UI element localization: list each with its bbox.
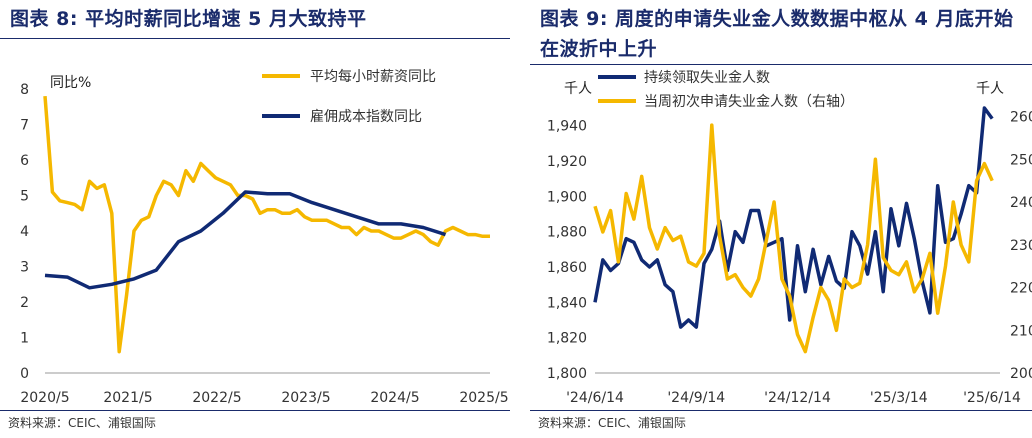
y-axis-label: 同比%	[50, 75, 91, 91]
y-tick-label: 8	[20, 82, 29, 98]
series-line-continuing-claims	[593, 106, 994, 329]
y-tick-label: 3	[20, 260, 29, 276]
y-tick-label: 4	[20, 224, 29, 240]
x-tick-label: 2023/5	[281, 390, 330, 406]
y-tick-label: 6	[20, 153, 29, 169]
panel-left: 图表 8: 平均时薪同比增速 5 月大致持平 0 1 2 3 4 5 6 7 8 2020/5 20…	[0, 0, 510, 438]
y-tick-label-right: 200	[1010, 366, 1032, 382]
x-tick-label: 2020/5	[20, 390, 69, 406]
figure-title-left: 图表 8: 平均时薪同比增速 5 月大致持平	[10, 4, 367, 34]
y-axis-label-right: 千人	[976, 81, 1004, 97]
series-line-hourly-wage	[43, 95, 490, 354]
y-tick-label-left: 1,860	[547, 260, 587, 276]
jobless-claims-chart: 1,800 1,820 1,840 1,860 1,880 1,900 1,920 1,940…	[547, 69, 1032, 406]
legend-label: 持续领取失业金人数	[644, 69, 770, 86]
y-tick-label: 7	[20, 118, 29, 134]
x-tick-label: 2021/5	[103, 390, 152, 406]
x-tick-label: '25/6/14	[963, 390, 1021, 406]
y-tick-label-left: 1,920	[547, 154, 587, 170]
x-tick-label: '24/9/14	[667, 390, 725, 406]
legend-label: 平均每小时薪资同比	[310, 69, 436, 85]
series-line-initial-claims	[593, 123, 994, 354]
y-tick-label: 2	[20, 295, 29, 311]
x-tick-label: '25/3/14	[870, 390, 928, 406]
source-left: 资料来源：CEIC、浦银国际	[8, 416, 156, 430]
y-tick-label-left: 1,840	[547, 295, 587, 311]
y-tick-label-right: 210	[1010, 323, 1032, 339]
source-rule-left	[0, 410, 510, 411]
y-tick-label-left: 1,800	[547, 366, 587, 382]
legend-label: 雇佣成本指数同比	[310, 108, 422, 125]
x-tick-label: '24/12/14	[764, 390, 831, 406]
legend-label: 当周初次申请失业金人数（右轴）	[644, 93, 854, 110]
y-tick-label-right: 260	[1010, 110, 1032, 126]
y-tick-label-left: 1,900	[547, 189, 587, 205]
figure-label-left: 图表 8:	[10, 8, 78, 30]
title-rule-right	[530, 64, 1032, 65]
figure-title-right: 图表 9: 周度的申请失业金人数数据中枢从 4 月底开始在波折中上升	[540, 4, 1032, 64]
y-tick-label-right: 230	[1010, 238, 1032, 254]
y-tick-label-right: 240	[1010, 195, 1032, 211]
y-tick-label: 1	[20, 331, 29, 347]
title-rule-left	[0, 38, 510, 39]
series-line-employment-cost	[44, 190, 447, 290]
wage-growth-chart: 0 1 2 3 4 5 6 7 8 2020/5 2021/5 2022/5 2023/5 2024/5 2…	[20, 69, 509, 406]
y-tick-label: 5	[20, 189, 29, 205]
x-tick-label: 2024/5	[370, 390, 419, 406]
y-tick-label-left: 1,820	[547, 331, 587, 347]
y-tick-label-left: 1,880	[547, 225, 587, 241]
y-axis-label-left: 千人	[564, 81, 592, 97]
x-tick-label: 2022/5	[192, 390, 241, 406]
figure-label-right: 图表 9:	[540, 8, 608, 30]
source-rule-right	[530, 410, 1032, 411]
y-tick-label-right: 220	[1010, 281, 1032, 297]
y-tick-label-left: 1,940	[547, 119, 587, 135]
source-right: 资料来源：CEIC、浦银国际	[538, 416, 686, 430]
panel-right: 图表 9: 周度的申请失业金人数数据中枢从 4 月底开始在波折中上升 1,800…	[530, 0, 1032, 438]
y-tick-label-right: 250	[1010, 152, 1032, 168]
x-tick-label: '24/6/14	[566, 390, 624, 406]
y-tick-label: 0	[20, 366, 29, 382]
x-tick-label: 2025/5	[459, 390, 508, 406]
figure-title-text-right: 周度的申请失业金人数数据中枢从 4 月底开始在波折中上升	[540, 8, 1014, 60]
figure-title-text-left: 平均时薪同比增速 5 月大致持平	[85, 8, 367, 30]
